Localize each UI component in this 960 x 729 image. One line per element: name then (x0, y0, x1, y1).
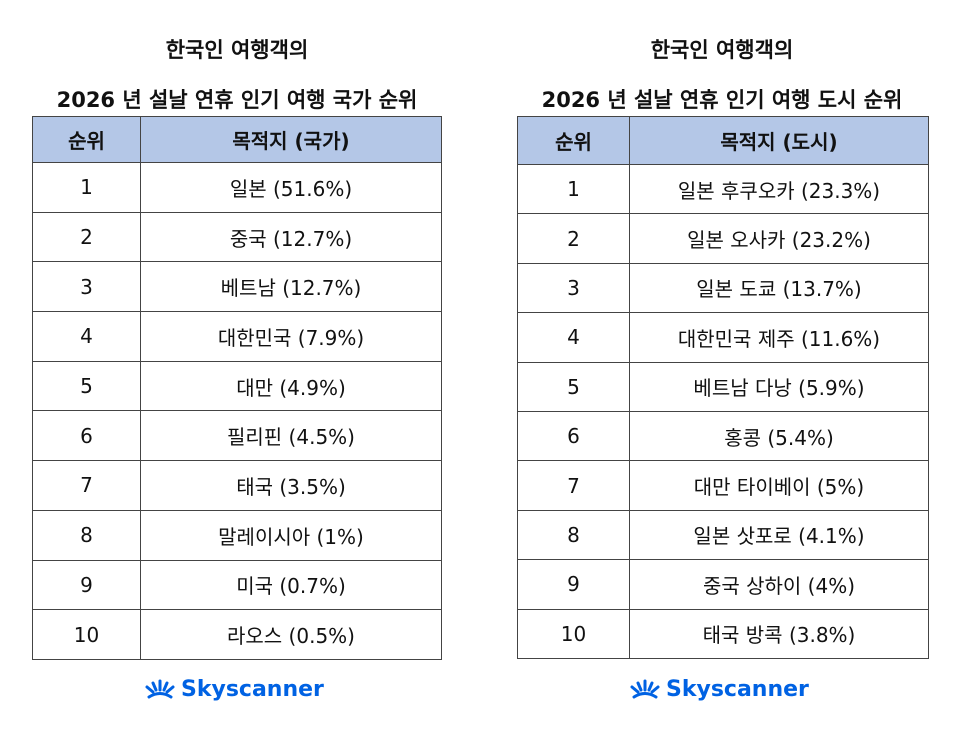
header-cell: 순위 (32, 116, 141, 163)
table-row: 6 필리핀 (4.5%) (32, 410, 442, 462)
table-row: 4 대한민국 제주 (11.6%) (517, 312, 929, 363)
table-row: 7 태국 (3.5%) (32, 460, 442, 511)
table-row: 4 대한민국 (7.9%) (32, 311, 442, 362)
table-cell: 1 (517, 163, 630, 215)
table-cell: 말레이시아 (1%) (140, 509, 442, 561)
table-cell: 태국 (3.5%) (140, 460, 442, 511)
table-row: 8 말레이시아 (1%) (32, 509, 442, 561)
ranking-table: 순위 목적지 (도시) 1 일본 후쿠오카 (23.3%) 2 일본 오사카 (23.2%… (517, 116, 929, 659)
table-cell: 6 (517, 410, 630, 462)
table-row: 1 일본 후쿠오카 (23.3%) (517, 163, 929, 215)
table-cell: 9 (32, 559, 141, 611)
table-row: 9 중국 상하이 (4%) (517, 559, 929, 610)
logo: Skyscanner (630, 677, 809, 702)
table-cell: 대만 타이베이 (5%) (629, 460, 929, 511)
table-cell: 베트남 다낭 (5.9%) (629, 361, 929, 412)
table-cell: 대한민국 제주 (11.6%) (629, 312, 929, 363)
title-line: 2026 년 설날 연휴 인기 여행 국가 순위 (56, 88, 418, 112)
table-cell: 일본 도쿄 (13.7%) (629, 262, 929, 314)
table-cell: 4 (517, 312, 630, 363)
title-line: 한국인 여행객의 (650, 38, 794, 62)
logo-text: Skyscanner (666, 677, 809, 702)
table-cell: 7 (32, 460, 141, 511)
table-cell: 2 (517, 213, 630, 264)
logo-text: Skyscanner (181, 677, 324, 702)
table-cell: 필리핀 (4.5%) (140, 410, 442, 462)
ranking-table: 순위 목적지 (국가) 1 일본 (51.6%) 2 중국 (12.7%) 3 베트남 (12… (32, 116, 442, 660)
table-cell: 태국 방콕 (3.8%) (629, 608, 929, 659)
table-cell: 8 (517, 509, 630, 561)
table-row: 5 베트남 다낭 (5.9%) (517, 361, 929, 412)
table-cell: 중국 (12.7%) (140, 211, 442, 263)
table-cell: 일본 오사카 (23.2%) (629, 213, 929, 264)
table-cell: 일본 (51.6%) (140, 162, 442, 213)
logo-icon (145, 679, 175, 698)
table-row: 2 중국 (12.7%) (32, 211, 442, 263)
table-row: 10 태국 방콕 (3.8%) (517, 608, 929, 659)
table-cell: 대만 (4.9%) (140, 360, 442, 412)
header-cell: 목적지 (도시) (629, 116, 929, 165)
table-cell: 일본 후쿠오카 (23.3%) (629, 163, 929, 215)
table-cell: 6 (32, 410, 141, 462)
table-cell: 3 (32, 261, 141, 313)
header-row: 순위 목적지 (도시) (517, 116, 929, 165)
table-row: 3 베트남 (12.7%) (32, 261, 442, 313)
table-row: 6 홍콩 (5.4%) (517, 410, 929, 462)
table-cell: 대한민국 (7.9%) (140, 311, 442, 362)
table-cell: 미국 (0.7%) (140, 559, 442, 611)
title-line: 한국인 여행객의 (165, 38, 309, 62)
table-row: 10 라오스 (0.5%) (32, 609, 442, 660)
table-cell: 5 (32, 360, 141, 412)
table-cell: 7 (517, 460, 630, 511)
table-cell: 2 (32, 211, 141, 263)
table-row: 9 미국 (0.7%) (32, 559, 442, 611)
table-cell: 8 (32, 509, 141, 561)
logo-icon (630, 679, 660, 698)
table-cell: 4 (32, 311, 141, 362)
table-cell: 일본 삿포로 (4.1%) (629, 509, 929, 561)
table-cell: 홍콩 (5.4%) (629, 410, 929, 462)
table-cell: 중국 상하이 (4%) (629, 559, 929, 610)
table-cell: 10 (517, 608, 630, 659)
table-cell: 1 (32, 162, 141, 213)
table-cell: 9 (517, 559, 630, 610)
table-row: 1 일본 (51.6%) (32, 162, 442, 213)
table-cell: 3 (517, 262, 630, 314)
header-cell: 목적지 (국가) (140, 116, 442, 163)
header-row: 순위 목적지 (국가) (32, 116, 442, 163)
logo: Skyscanner (145, 677, 324, 702)
table-cell: 라오스 (0.5%) (140, 609, 442, 660)
table-row: 2 일본 오사카 (23.2%) (517, 213, 929, 264)
header-cell: 순위 (517, 116, 630, 165)
table-cell: 베트남 (12.7%) (140, 261, 442, 313)
table-row: 5 대만 (4.9%) (32, 360, 442, 412)
table-row: 8 일본 삿포로 (4.1%) (517, 509, 929, 561)
table-cell: 5 (517, 361, 630, 412)
table-cell: 10 (32, 609, 141, 660)
table-row: 7 대만 타이베이 (5%) (517, 460, 929, 511)
title-line: 2026 년 설날 연휴 인기 여행 도시 순위 (541, 88, 903, 112)
table-row: 3 일본 도쿄 (13.7%) (517, 262, 929, 314)
